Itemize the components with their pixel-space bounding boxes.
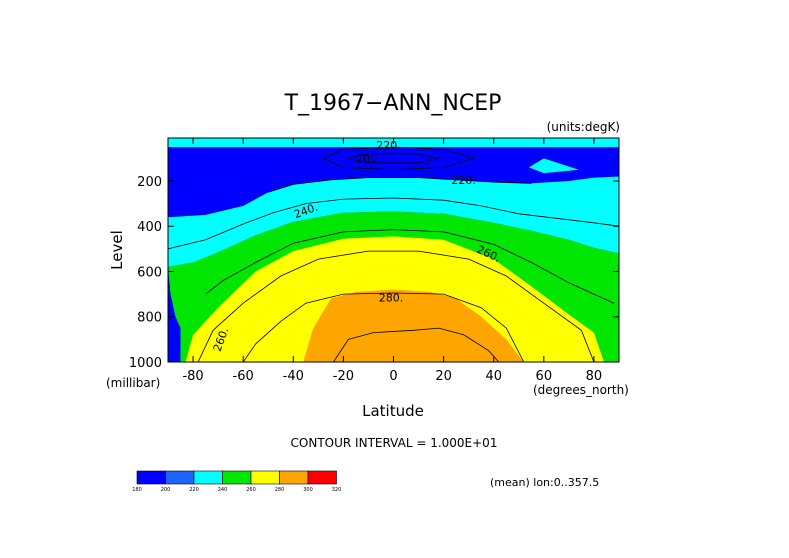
color-legend-label: 240 bbox=[218, 487, 228, 493]
contour-region-290-300 bbox=[333, 328, 499, 362]
color-legend-swatch bbox=[307, 470, 337, 485]
contour-label: 220. bbox=[451, 174, 476, 187]
contour-line bbox=[323, 146, 476, 171]
x-axis-ticks: -80 -60 -40 -20 0 20 40 60 80 bbox=[182, 138, 602, 384]
y-tick-label: 400 bbox=[137, 220, 162, 235]
color-legend-label: 320 bbox=[332, 487, 342, 493]
y-units-label: (millibar) bbox=[106, 376, 160, 390]
x-tick-label: 20 bbox=[435, 369, 452, 384]
contour-line bbox=[333, 327, 499, 363]
x-tick-label: 40 bbox=[485, 369, 502, 384]
contour-region-220-240 bbox=[168, 176, 619, 267]
contour-label: 280. bbox=[379, 292, 404, 305]
x-tick-label: 0 bbox=[389, 369, 397, 384]
x-tick-label: 80 bbox=[586, 369, 603, 384]
x-tick-label: -60 bbox=[233, 369, 254, 384]
x-tick-label: -80 bbox=[182, 369, 203, 384]
x-axis-title: Latitude bbox=[362, 402, 424, 420]
contour-line bbox=[268, 177, 532, 193]
units-label: (units:degK) bbox=[547, 120, 620, 134]
color-legend-swatch bbox=[136, 470, 166, 485]
contour-region-<200 bbox=[348, 153, 439, 163]
y-tick-label: 200 bbox=[137, 175, 162, 190]
color-legend-swatch bbox=[250, 470, 280, 485]
contour-lines bbox=[167, 146, 620, 363]
contour-line bbox=[242, 292, 525, 363]
filled-regions bbox=[168, 138, 619, 362]
color-legend-swatch bbox=[165, 470, 195, 485]
y-tick-label: 1000 bbox=[129, 356, 162, 371]
color-legend-label: 300 bbox=[303, 487, 313, 493]
x-units-label: (degrees_north) bbox=[533, 383, 629, 397]
x-tick-label: 60 bbox=[536, 369, 553, 384]
color-legend-label: 220 bbox=[189, 487, 199, 493]
plot-area: 220.200.220.240.260.280.260. -80 -60 -40 -2… bbox=[129, 137, 620, 384]
color-legend-label: 280 bbox=[275, 487, 285, 493]
chart-title: T_1967−ANN_NCEP bbox=[284, 91, 502, 116]
y-tick-label: 600 bbox=[137, 265, 162, 280]
y-tick-label: 800 bbox=[137, 311, 162, 326]
contour-label: 200. bbox=[356, 152, 381, 165]
contour-line bbox=[348, 153, 439, 164]
contour-interval-label: CONTOUR INTERVAL = 1.000E+01 bbox=[291, 436, 498, 450]
color-legend-swatch bbox=[193, 470, 223, 485]
color-legend: 180 200 220 240 260 280 300 320 bbox=[132, 470, 342, 493]
contour-line bbox=[197, 250, 595, 363]
contour-line bbox=[205, 229, 615, 304]
y-axis-ticks: 200 400 600 800 1000 bbox=[129, 175, 619, 371]
color-legend-swatch bbox=[279, 470, 309, 485]
contour-line bbox=[167, 197, 620, 250]
contour-region-220-240 bbox=[528, 158, 579, 174]
color-legend-swatch bbox=[222, 470, 252, 485]
color-legend-label: 180 bbox=[132, 487, 142, 493]
mean-label: (mean) lon:0..357.5 bbox=[490, 476, 599, 489]
color-legend-label: 200 bbox=[161, 487, 171, 493]
x-tick-label: -40 bbox=[283, 369, 304, 384]
color-legend-label: 260 bbox=[246, 487, 256, 493]
x-tick-label: -20 bbox=[333, 369, 354, 384]
y-axis-title: Level bbox=[108, 230, 126, 270]
contour-label: 220. bbox=[376, 139, 401, 152]
